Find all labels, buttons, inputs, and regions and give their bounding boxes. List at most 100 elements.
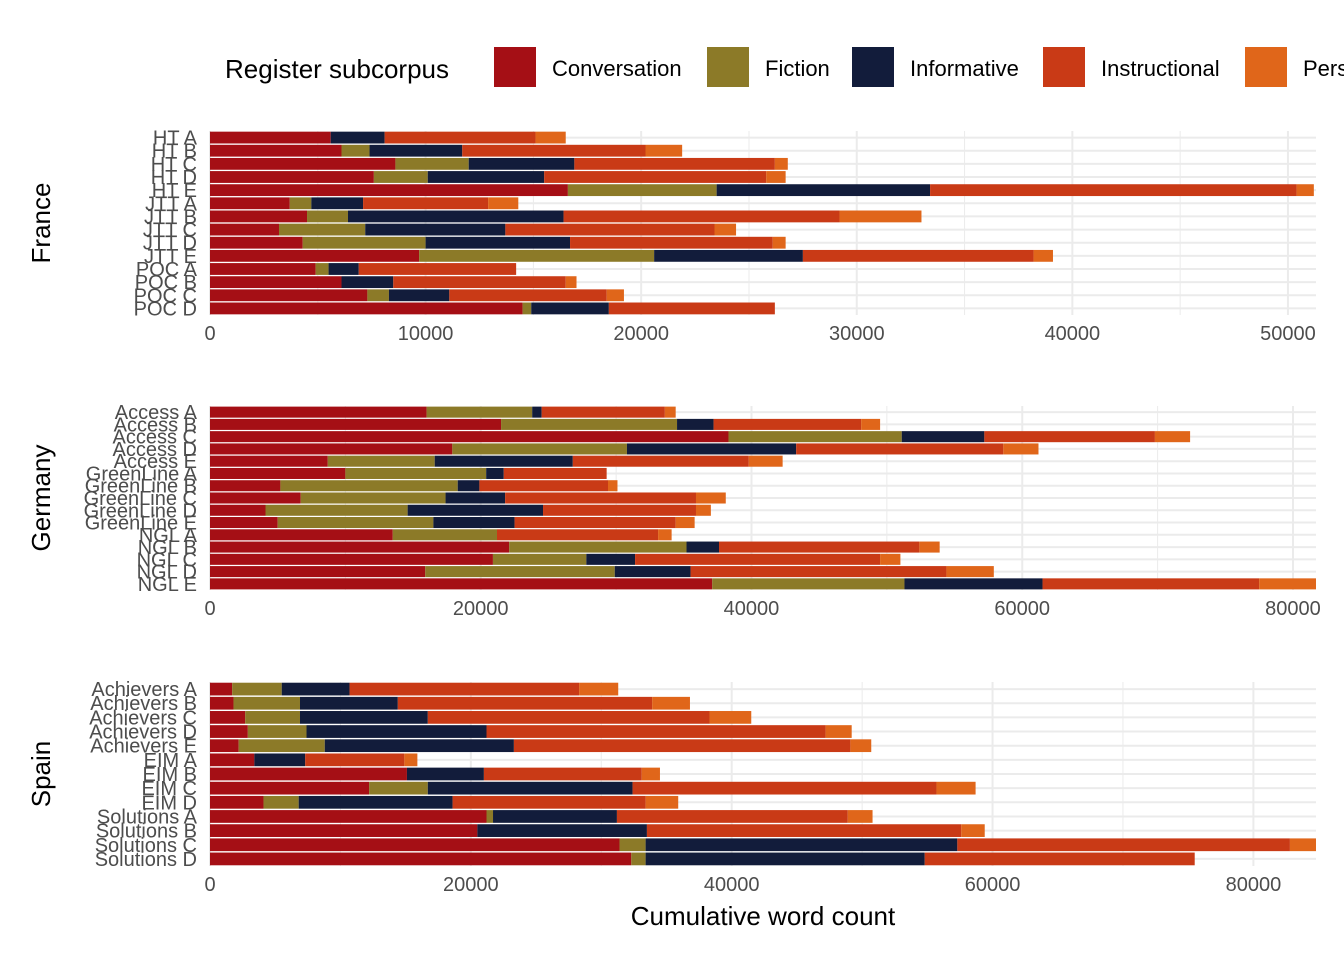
row-label: POC A <box>136 259 198 281</box>
bar-poc-a-conversation <box>210 263 316 275</box>
row-label: JTT A <box>145 193 198 215</box>
x-tick-label: 40000 <box>704 874 760 896</box>
row-label: HT D <box>151 167 197 189</box>
bar-poc-c-conversation <box>210 289 368 302</box>
bar-access-e-instructional <box>572 455 749 467</box>
bar-achievers-e-instructional <box>513 739 851 753</box>
row-label: Solutions D <box>95 849 197 871</box>
bar-ht-e-conversation <box>210 184 568 197</box>
bar-solutions-b-informative <box>477 824 647 837</box>
bar-jtt-e-personal <box>1033 249 1053 262</box>
row-label: EIM D <box>141 792 197 814</box>
legend-label-informative: Informative <box>910 56 1019 81</box>
bar-greenline-c-instructional <box>505 492 696 504</box>
row-label: GreenLine E <box>85 513 197 535</box>
legend-label-fiction: Fiction <box>765 56 830 81</box>
bar-eim-b-informative <box>406 767 484 781</box>
bar-ngl-b-personal <box>919 541 940 553</box>
bar-solutions-a-informative <box>493 810 617 823</box>
panel-title-spain: Spain <box>26 741 56 808</box>
bar-achievers-d-instructional <box>486 725 826 738</box>
x-tick-label: 30000 <box>829 323 885 345</box>
bar-access-a-conversation <box>210 406 427 418</box>
bar-access-c-conversation <box>210 431 729 443</box>
bar-ht-e-fiction <box>567 184 717 197</box>
bar-achievers-d-informative <box>306 725 487 738</box>
row-label: JTT B <box>144 206 197 228</box>
row-label: NGL D <box>137 562 197 584</box>
bar-access-d-personal <box>1003 443 1039 455</box>
bar-access-e-conversation <box>210 455 328 467</box>
bar-access-b-conversation <box>210 418 502 430</box>
row-label: Achievers E <box>90 736 197 758</box>
bar-access-e-fiction <box>327 455 435 467</box>
bar-ngl-d-instructional <box>690 566 947 578</box>
row-label: Solutions B <box>96 821 197 843</box>
bar-access-a-fiction <box>426 406 533 418</box>
bar-ht-c-fiction <box>395 157 469 170</box>
legend-key-instructional <box>1043 47 1085 87</box>
bar-ngl-a-fiction <box>392 529 497 541</box>
bar-ht-b-instructional <box>462 144 646 157</box>
bar-greenline-a-informative <box>486 467 504 479</box>
bar-ngl-b-fiction <box>509 541 687 553</box>
bar-greenline-c-personal <box>695 492 726 504</box>
bar-achievers-c-instructional <box>427 711 710 724</box>
row-label: JTT E <box>144 246 197 268</box>
bar-eim-b-conversation <box>210 767 407 781</box>
bar-achievers-b-informative <box>299 696 398 710</box>
bar-greenline-b-fiction <box>280 480 458 492</box>
bar-greenline-b-conversation <box>210 480 281 492</box>
bar-jtt-c-personal <box>714 223 737 236</box>
bar-solutions-d-instructional <box>924 852 1195 866</box>
bar-solutions-b-instructional <box>646 824 962 837</box>
bar-poc-b-conversation <box>210 276 342 289</box>
row-label: NGL B <box>138 537 197 559</box>
bar-solutions-d-informative <box>645 852 925 866</box>
legend-label-personal: Personal <box>1303 56 1344 81</box>
bar-poc-b-informative <box>341 276 394 289</box>
bar-achievers-a-informative <box>281 682 350 696</box>
legend-label-conversation: Conversation <box>552 56 682 81</box>
bar-greenline-c-fiction <box>300 492 446 504</box>
bar-poc-a-instructional <box>358 263 517 275</box>
x-tick-label: 0 <box>204 874 215 896</box>
row-label: NGL A <box>139 525 198 547</box>
bar-greenline-d-personal <box>695 504 711 516</box>
bar-jtt-e-conversation <box>210 249 420 262</box>
bar-jtt-a-informative <box>311 197 364 210</box>
bar-jtt-d-instructional <box>570 236 773 249</box>
bar-solutions-c-personal <box>1289 838 1316 852</box>
bar-greenline-e-fiction <box>277 517 434 529</box>
bar-eim-c-conversation <box>210 781 370 795</box>
bar-access-b-personal <box>861 418 881 430</box>
row-label: Access A <box>115 402 198 424</box>
bar-access-a-personal <box>664 406 676 418</box>
row-label: POC D <box>134 298 197 320</box>
bar-greenline-d-instructional <box>543 504 696 516</box>
bar-achievers-d-fiction <box>247 725 307 738</box>
bar-ngl-c-personal <box>880 553 901 565</box>
bar-ht-d-personal <box>766 171 786 183</box>
bar-eim-a-conversation <box>210 753 255 767</box>
x-tick-label: 0 <box>204 598 215 620</box>
legend: Register subcorpus Conversation Fiction In… <box>225 47 1344 87</box>
bar-access-d-informative <box>626 443 797 455</box>
bar-access-a-informative <box>532 406 542 418</box>
bar-ht-d-fiction <box>373 171 428 183</box>
bar-access-b-informative <box>677 418 714 430</box>
bar-poc-c-informative <box>388 289 450 302</box>
bar-achievers-b-fiction <box>233 696 300 710</box>
legend-key-informative <box>852 47 894 87</box>
bar-jtt-a-conversation <box>210 197 290 210</box>
panel-title-france: France <box>26 183 56 264</box>
bar-ht-c-personal <box>774 157 788 170</box>
bar-ngl-c-informative <box>586 553 636 565</box>
bar-access-c-instructional <box>984 431 1155 443</box>
row-label: HT E <box>152 180 197 202</box>
row-label: HT C <box>151 154 197 176</box>
bar-greenline-c-conversation <box>210 492 301 504</box>
bar-greenline-e-conversation <box>210 517 278 529</box>
row-label: Solutions C <box>95 835 197 857</box>
bar-ngl-a-instructional <box>496 529 659 541</box>
